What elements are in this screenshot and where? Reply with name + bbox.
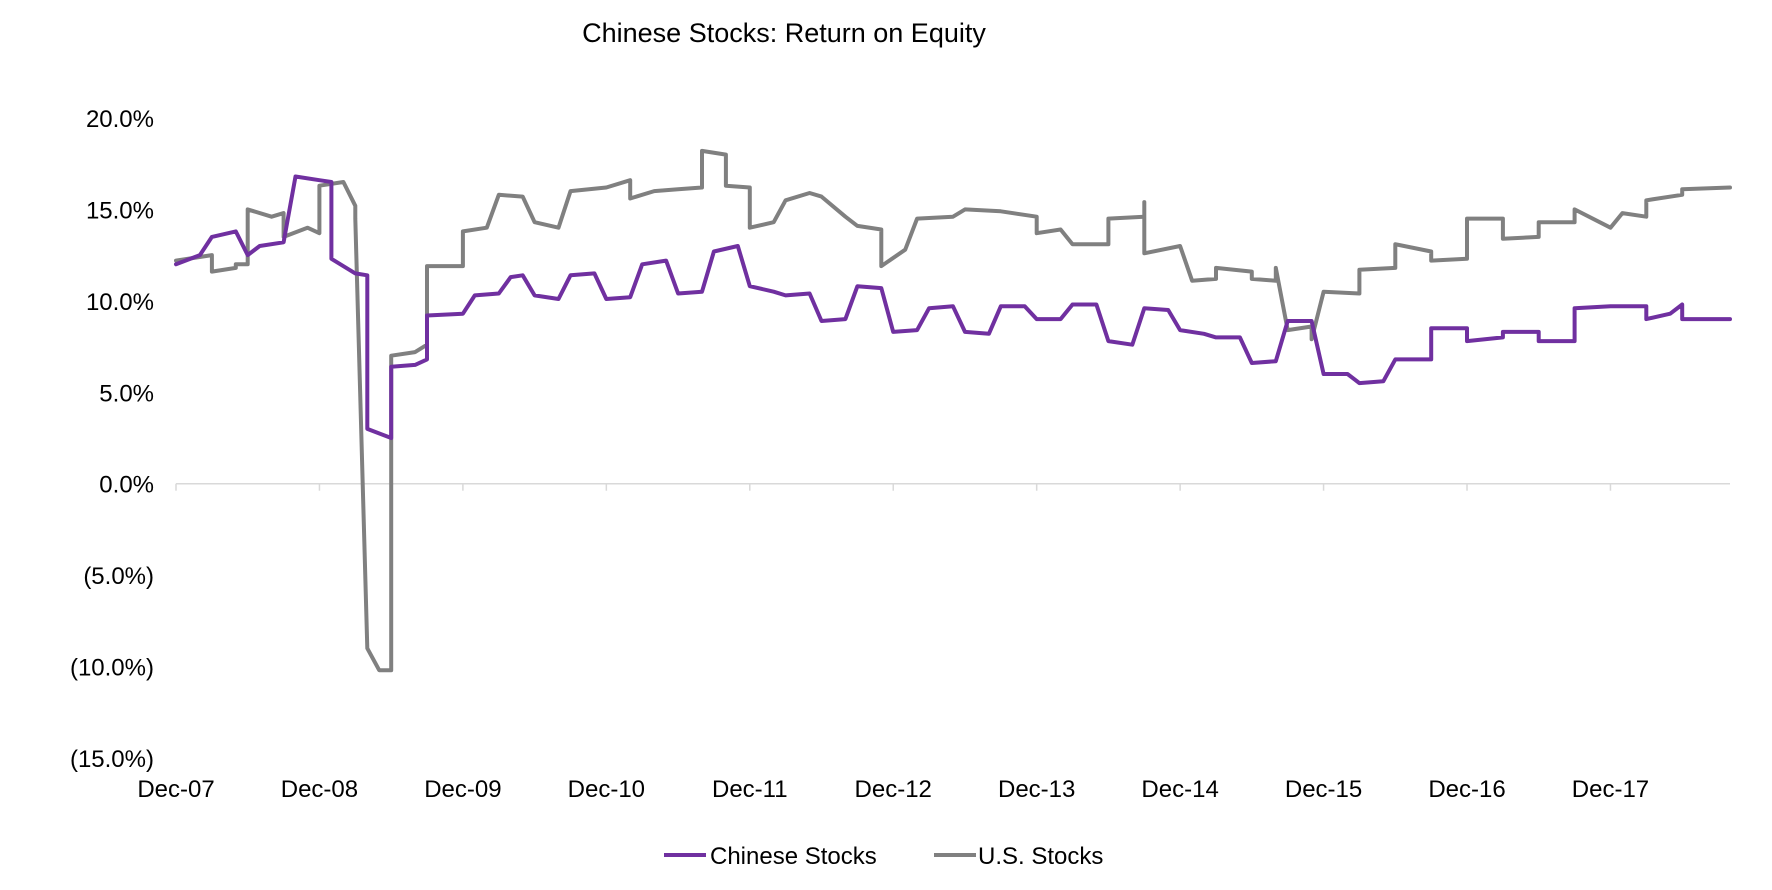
- x-tick-label: Dec-09: [424, 776, 501, 803]
- x-tick-label: Dec-16: [1428, 776, 1505, 803]
- y-tick-label: 10.0%: [86, 289, 154, 316]
- x-tick-label: Dec-10: [568, 776, 645, 803]
- legend-item-chinese-stocks[interactable]: Chinese Stocks: [664, 843, 877, 870]
- y-axis: 20.0% 15.0% 10.0% 5.0% 0.0% (5.0%) (10.0%) (15.…: [70, 106, 154, 773]
- chart-title: Chinese Stocks: Return on Equity: [582, 18, 986, 48]
- series-line-us-stocks: [174, 148, 1732, 673]
- x-tick-label: Dec-07: [137, 776, 214, 803]
- x-tick-label: Dec-08: [281, 776, 358, 803]
- x-tick-label: Dec-15: [1285, 776, 1362, 803]
- y-tick-label: (5.0%): [83, 563, 154, 590]
- y-tick-label: 5.0%: [99, 380, 154, 407]
- y-tick-label: 15.0%: [86, 197, 154, 224]
- x-tick-label: Dec-17: [1572, 776, 1649, 803]
- y-tick-label: (15.0%): [70, 746, 154, 773]
- series-line-chinese-stocks: [174, 174, 1732, 440]
- x-tick-label: Dec-14: [1141, 776, 1218, 803]
- y-tick-label: 0.0%: [99, 472, 154, 499]
- legend: Chinese Stocks U.S. Stocks: [664, 843, 1103, 870]
- y-tick-label: 20.0%: [86, 106, 154, 133]
- plot-area: [174, 148, 1732, 673]
- x-tick-label: Dec-11: [712, 776, 788, 803]
- y-tick-label: (10.0%): [70, 655, 154, 682]
- legend-item-us-stocks[interactable]: U.S. Stocks: [934, 843, 1103, 870]
- x-axis: Dec-07 Dec-08 Dec-09 Dec-10 Dec-11 Dec-12 Dec-…: [137, 482, 1730, 803]
- legend-label-us-stocks: U.S. Stocks: [978, 843, 1103, 870]
- legend-label-chinese-stocks: Chinese Stocks: [710, 843, 877, 870]
- x-tick-label: Dec-12: [855, 776, 932, 803]
- x-tick-label: Dec-13: [998, 776, 1075, 803]
